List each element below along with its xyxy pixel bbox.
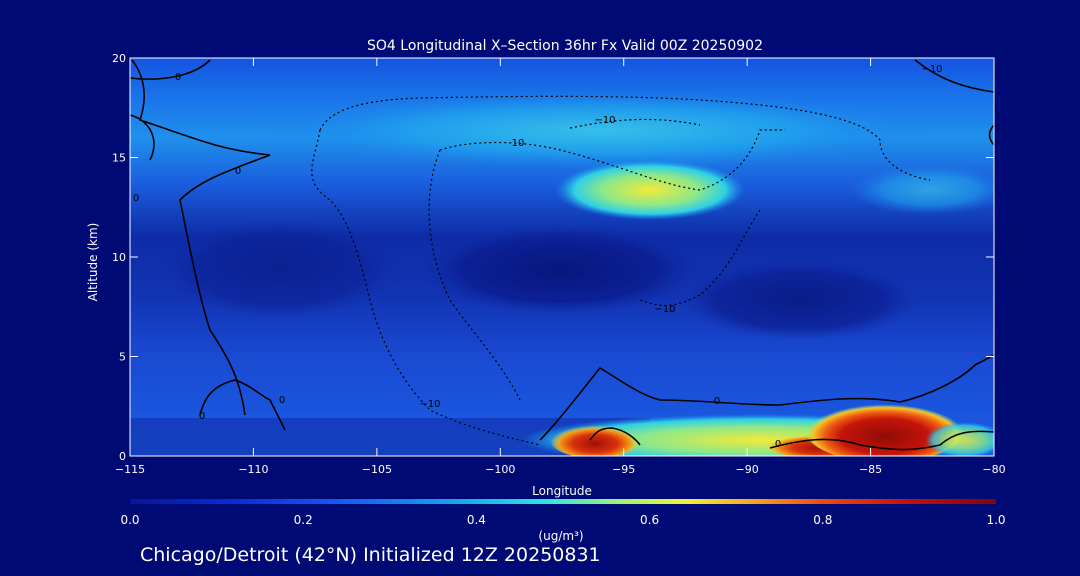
colorbar-tick-label: 0.0 xyxy=(120,513,139,527)
y-axis: 0 5 10 15 20 xyxy=(112,52,994,463)
contour-neg10-inner xyxy=(569,118,701,129)
y-tick-label: 20 xyxy=(112,52,126,65)
x-tick-label: −100 xyxy=(485,463,515,476)
contour-label: 0 xyxy=(714,396,720,407)
contour-zero-top xyxy=(130,59,211,80)
chart-title: SO4 Longitudinal X–Section 36hr Fx Valid… xyxy=(367,38,763,54)
contour-zero-lower xyxy=(199,379,286,431)
contour-label: 0 xyxy=(133,193,139,204)
mid-minimum xyxy=(420,225,700,315)
contour-zero-ne xyxy=(914,59,994,93)
x-axis-label: Longitude xyxy=(532,484,592,498)
contour-label: −10 xyxy=(419,399,440,410)
contour-label: 0 xyxy=(199,411,205,422)
footer-caption: Chicago/Detroit (42°N) Initialized 12Z 2… xyxy=(140,544,601,566)
colorbar-tick-label: 0.2 xyxy=(294,513,313,527)
y-tick-label: 5 xyxy=(119,351,126,364)
contour-neg10-west xyxy=(311,129,541,446)
contour-label: −10 xyxy=(594,115,615,126)
y-axis-label: Altitude (km) xyxy=(86,223,100,302)
x-tick-label: −90 xyxy=(736,463,759,476)
contour-zero-west-2 xyxy=(130,114,155,161)
surface-band-east xyxy=(925,422,994,456)
mid-minimum-east xyxy=(680,260,920,340)
contour-lines xyxy=(130,59,994,451)
contour-label: 0 xyxy=(175,72,181,83)
y-tick-label: 15 xyxy=(112,152,126,165)
contour-label: 0 xyxy=(775,439,781,450)
x-tick-label: −80 xyxy=(982,463,1005,476)
colorbar-tick-label: 0.4 xyxy=(467,513,486,527)
contour-label: −10 xyxy=(921,64,942,75)
x-tick-label: −115 xyxy=(115,463,145,476)
contour-label: −10 xyxy=(654,304,675,315)
y-tick-label: 10 xyxy=(112,251,126,264)
upper-layer xyxy=(270,90,930,170)
colorbar-tick-label: 1.0 xyxy=(986,513,1005,527)
colorbar-units: (ug/m³) xyxy=(538,529,583,543)
colorbar-tick-label: 0.8 xyxy=(813,513,832,527)
colorbar-tick-label: 0.6 xyxy=(640,513,659,527)
x-tick-label: −95 xyxy=(612,463,635,476)
concentration-field xyxy=(130,58,994,456)
contour-zero-small xyxy=(589,427,641,446)
x-tick-label: −110 xyxy=(238,463,268,476)
contour-label: 0 xyxy=(279,395,285,406)
contour-label: 10 xyxy=(512,138,525,149)
contour-zero-east xyxy=(769,430,994,451)
upper-layer-east xyxy=(850,165,994,215)
y-tick-label: 0 xyxy=(119,450,126,463)
upper-maximum xyxy=(555,160,745,220)
x-tick-label: −105 xyxy=(362,463,392,476)
mid-minimum-west xyxy=(160,220,400,320)
contour-label: 0 xyxy=(235,166,241,177)
x-axis: −115 −110 −105 −100 −95 −90 −85 −80 xyxy=(115,58,1006,476)
surface-hotspot-west xyxy=(550,422,640,456)
contour-labels: 0 0 0 0 0 0 0 −10 −10 −10 −10 10 xyxy=(133,64,943,450)
contour-10-mid xyxy=(428,149,521,401)
contour-zero-edge xyxy=(988,124,994,146)
contour-zero-surface xyxy=(539,354,994,441)
colorbar xyxy=(130,499,996,504)
colorbar-ticks: 0.0 0.2 0.4 0.6 0.8 1.0 xyxy=(120,513,1005,527)
x-tick-label: −85 xyxy=(859,463,882,476)
